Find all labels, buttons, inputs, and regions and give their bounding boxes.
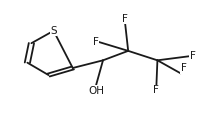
Text: OH: OH [88,86,104,96]
Text: F: F [181,63,186,73]
Text: S: S [50,26,57,36]
Text: F: F [190,51,196,61]
Text: F: F [154,85,159,95]
Text: F: F [122,14,128,24]
Text: F: F [93,37,99,47]
